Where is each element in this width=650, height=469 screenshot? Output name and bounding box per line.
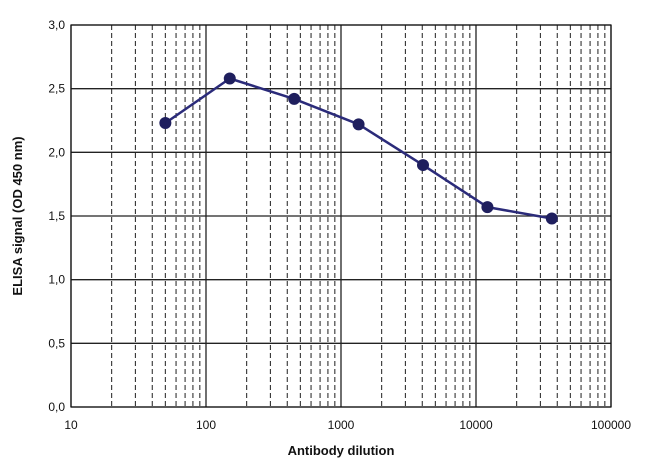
- x-tick-label: 10: [64, 418, 78, 432]
- series-line: [159, 72, 558, 225]
- y-tick-label: 2,0: [48, 145, 65, 159]
- data-point: [545, 212, 558, 225]
- y-axis-ticks: 0,0 0,5 1,0 1,5 2,0 2,5 3,0: [48, 18, 65, 414]
- data-point: [159, 117, 172, 130]
- plot-frame: [70, 24, 612, 408]
- y-tick-label: 3,0: [48, 18, 65, 32]
- y-tick-label: 1,0: [48, 273, 65, 287]
- series-path: [164, 77, 553, 220]
- x-tick-label: 100: [196, 418, 216, 432]
- data-point: [352, 118, 365, 131]
- y-tick-label: 0,0: [48, 400, 65, 414]
- x-tick-label: 1000: [328, 418, 355, 432]
- data-point: [481, 201, 494, 214]
- data-point: [417, 159, 430, 172]
- data-point: [223, 72, 236, 85]
- y-tick-label: 0,5: [48, 336, 65, 350]
- x-tick-label: 10000: [459, 418, 493, 432]
- data-point: [288, 92, 301, 105]
- y-tick-label: 1,5: [48, 209, 65, 223]
- y-axis-title: ELISA signal (OD 450 nm): [10, 136, 25, 295]
- x-tick-label: 100000: [591, 418, 631, 432]
- x-axis-title: Antibody dilution: [288, 443, 395, 458]
- grid: [70, 24, 612, 408]
- x-axis-ticks: 10 100 1000 10000 100000: [64, 418, 631, 432]
- y-tick-label: 2,5: [48, 82, 65, 96]
